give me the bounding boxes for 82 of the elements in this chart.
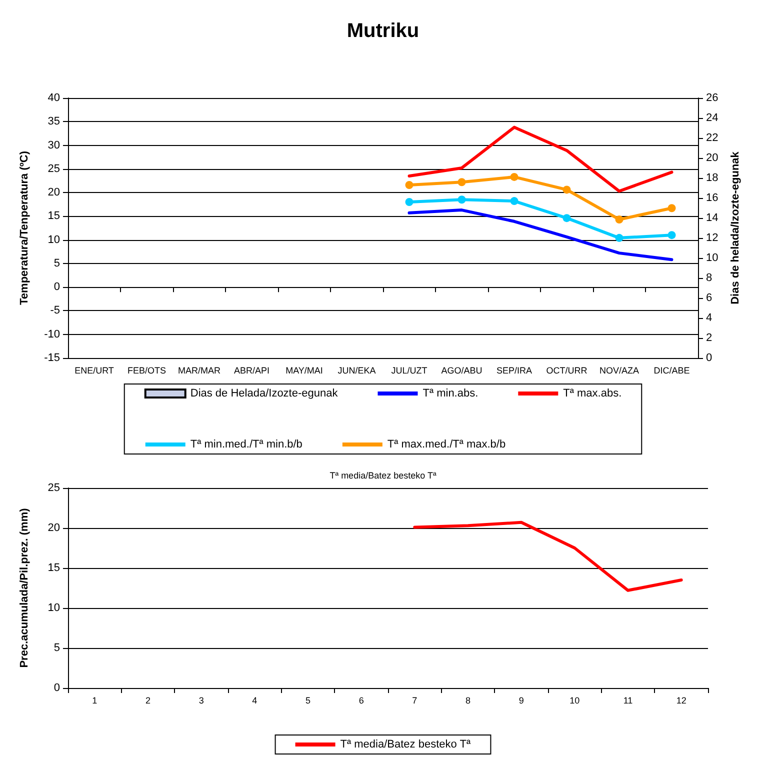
line-series <box>408 208 674 262</box>
legend-label: Tª max.med./Tª max.b/b <box>387 438 506 450</box>
y-tick-label: 5 <box>54 257 60 270</box>
point <box>458 178 466 186</box>
legend-label: Tª media/Batez besteko Tª <box>340 738 472 750</box>
x-tick-label: MAR/MAR <box>178 366 221 376</box>
point <box>562 214 571 222</box>
y-tick-label: 5 <box>54 642 60 654</box>
y-tick-label: -10 <box>44 328 60 340</box>
x-tick-label: NOV/AZA <box>599 366 640 376</box>
y-tick-label: 0 <box>54 682 60 694</box>
y-tick-label: 20 <box>48 186 60 199</box>
x-tick-label: OCT/URR <box>546 366 588 376</box>
x-tick-label: 2 <box>145 696 151 706</box>
x-tick-label: 5 <box>305 696 311 706</box>
x-tick-label: ENE/URT <box>74 366 114 376</box>
y-tick-label: 25 <box>48 482 60 494</box>
point <box>615 215 624 224</box>
y2-tick-label: 18 <box>706 172 718 184</box>
x-tick-label: DIC/ABE <box>654 366 690 376</box>
y2-axis-title: Dias de helada/Izozte-egunak <box>730 150 742 304</box>
line-series <box>408 126 674 193</box>
x-tick-label: 7 <box>412 696 418 706</box>
y2-tick-label: 4 <box>706 312 712 324</box>
x-tick-label: 10 <box>570 696 580 706</box>
y2-tick-label: 8 <box>706 272 712 284</box>
x-tick-label: JUN/EKA <box>338 366 376 376</box>
point <box>668 231 676 240</box>
y2-tick-label: 24 <box>706 112 718 124</box>
y2-tick-label: 2 <box>706 332 712 344</box>
point <box>405 180 414 189</box>
y2-tick-label: 6 <box>706 292 712 304</box>
x-tick-label: 12 <box>676 696 686 706</box>
y2-tick-label: 14 <box>706 212 718 224</box>
x-tick-label: 3 <box>198 696 204 706</box>
x-tick-label: 9 <box>518 696 524 706</box>
y-tick-label: 0 <box>54 281 60 294</box>
legend-label: Tª min.med./Tª min.b/b <box>190 438 302 450</box>
legend-label: Tª max.abs. <box>563 388 622 400</box>
x-tick-label: SEP/IRA <box>496 366 532 376</box>
y2-tick-label: 22 <box>706 132 718 144</box>
point <box>405 198 414 206</box>
chart-title: Tª media/Batez besteko Tª <box>330 470 437 480</box>
x-tick-label: MAY/MAI <box>286 366 323 376</box>
y-tick-label: 10 <box>48 234 60 246</box>
y-axis-title: Prec.acumulada/Pil.prez. (mm) <box>18 508 30 668</box>
x-tick-label: ABR/API <box>234 366 270 376</box>
x-tick-label: JUL/UZT <box>391 366 428 376</box>
y-tick-label: -15 <box>44 352 60 364</box>
y2-tick-label: 0 <box>706 352 712 364</box>
x-tick-label: AGO/ABU <box>441 366 482 376</box>
y2-tick-label: 10 <box>706 252 718 264</box>
x-tick-label: FEB/OTS <box>127 366 166 376</box>
x-tick-label: 6 <box>358 696 364 706</box>
x-tick-label: 11 <box>623 696 633 706</box>
point <box>510 197 518 206</box>
y-tick-label: 10 <box>48 602 60 614</box>
y2-tick-label: 12 <box>706 232 718 244</box>
y2-tick-label: 26 <box>706 92 718 104</box>
y-axis-title: Temperatura/Tenperatura (ºC) <box>18 150 30 305</box>
y-tick-label: 15 <box>48 210 60 222</box>
x-tick-label: 4 <box>252 696 258 706</box>
y-tick-label: 40 <box>48 92 60 104</box>
y-tick-label: 30 <box>48 139 60 152</box>
point <box>615 234 624 242</box>
y2-tick-label: 16 <box>706 192 718 204</box>
y-tick-label: 25 <box>48 162 60 175</box>
line-series <box>413 520 683 592</box>
y-tick-label: 20 <box>48 522 60 534</box>
point <box>458 196 466 204</box>
legend-label: Tª min.abs. <box>422 388 478 400</box>
y-tick-label: 35 <box>48 116 60 128</box>
legend-label: Dias de Helada/Izozte-egunak <box>190 388 338 400</box>
x-tick-label: 1 <box>92 696 98 706</box>
y-tick-label: -5 <box>50 304 60 317</box>
point <box>562 186 571 194</box>
point <box>668 204 676 212</box>
point <box>510 172 518 181</box>
y2-tick-label: 20 <box>706 152 718 164</box>
y-tick-label: 15 <box>48 562 60 574</box>
chart-title: Mutriku <box>346 20 420 42</box>
x-tick-label: 8 <box>465 696 471 706</box>
